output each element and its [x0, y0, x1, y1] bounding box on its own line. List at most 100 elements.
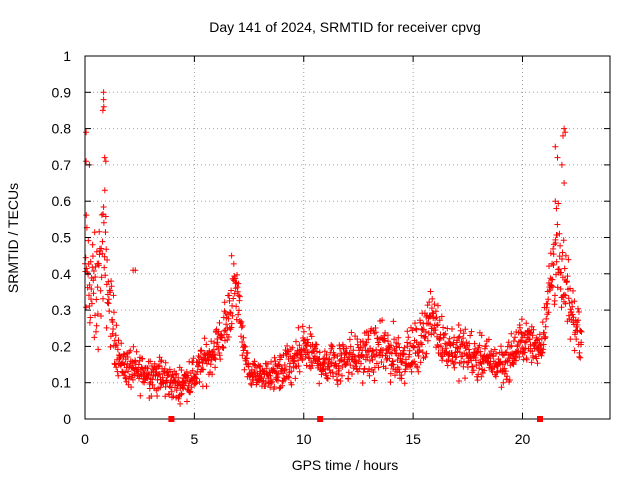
data-point — [257, 363, 264, 369]
data-point — [238, 318, 245, 325]
data-point — [438, 343, 444, 350]
data-point — [433, 314, 440, 321]
data-point — [460, 330, 467, 337]
data-point — [238, 324, 245, 331]
data-point — [462, 326, 469, 333]
data-point — [458, 359, 464, 366]
data-point — [477, 359, 484, 366]
data-point — [469, 363, 476, 370]
data-point — [220, 344, 227, 351]
data-point — [187, 388, 194, 395]
data-point — [230, 260, 237, 267]
data-point — [388, 342, 394, 349]
data-point — [492, 373, 499, 380]
data-point — [478, 373, 485, 380]
data-point — [173, 370, 180, 377]
data-point — [296, 368, 303, 375]
data-point — [406, 347, 413, 354]
data-point — [275, 361, 282, 368]
data-point — [498, 384, 505, 391]
data-point — [422, 354, 429, 360]
data-point — [562, 300, 569, 307]
data-point — [228, 320, 235, 327]
data-point — [504, 358, 511, 365]
data-point — [225, 334, 232, 340]
data-point — [89, 241, 96, 248]
data-point — [504, 373, 511, 380]
data-point — [514, 342, 521, 349]
data-point — [271, 354, 278, 361]
data-point — [236, 293, 243, 300]
data-point — [349, 371, 355, 377]
data-point — [476, 342, 483, 349]
data-point — [534, 336, 541, 343]
data-point — [558, 304, 565, 311]
data-point — [89, 253, 96, 260]
data-point — [365, 348, 372, 355]
data-point — [200, 366, 207, 373]
data-point — [106, 308, 113, 315]
data-point — [402, 366, 409, 373]
data-point — [516, 353, 523, 360]
data-point — [226, 297, 233, 304]
data-point — [409, 327, 416, 334]
data-point — [173, 387, 180, 394]
data-point — [475, 371, 482, 378]
data-point — [533, 355, 540, 362]
data-point — [109, 319, 116, 325]
data-point — [227, 309, 234, 316]
data-point — [493, 369, 500, 376]
data-point — [92, 312, 98, 319]
data-point — [391, 336, 398, 343]
data-point — [549, 283, 556, 290]
data-point — [309, 362, 316, 369]
data-point — [389, 358, 396, 365]
data-point — [229, 312, 236, 319]
data-point — [534, 360, 541, 367]
data-point — [541, 329, 548, 336]
data-point — [365, 332, 372, 339]
data-point — [168, 388, 175, 395]
data-point — [510, 361, 517, 368]
data-point — [569, 303, 576, 310]
data-point — [554, 221, 561, 228]
data-point — [558, 269, 565, 276]
data-point — [466, 350, 473, 356]
data-point — [416, 347, 423, 354]
data-point — [337, 378, 344, 384]
data-point — [554, 154, 561, 161]
y-tick-label: 0.8 — [52, 121, 72, 137]
data-point — [221, 328, 228, 334]
data-point — [544, 300, 551, 307]
data-point — [209, 371, 216, 378]
data-point — [557, 286, 564, 292]
data-point — [578, 328, 585, 335]
data-point — [263, 365, 270, 372]
data-point — [392, 372, 398, 379]
data-point — [284, 342, 291, 349]
data-point — [324, 375, 331, 382]
data-point — [578, 339, 585, 346]
data-point — [90, 290, 97, 297]
data-point — [415, 353, 422, 359]
data-point — [446, 335, 453, 342]
data-point — [560, 132, 566, 139]
data-point — [384, 332, 391, 339]
data-point — [575, 317, 582, 324]
data-point — [456, 378, 462, 384]
data-point — [381, 337, 388, 344]
data-point — [227, 310, 234, 317]
data-point — [239, 352, 246, 359]
data-point — [548, 282, 555, 289]
data-point — [414, 343, 421, 350]
data-point — [302, 346, 309, 353]
y-tick-label: 0.5 — [52, 230, 72, 246]
data-point — [370, 369, 377, 375]
data-point — [421, 335, 428, 341]
data-point — [506, 377, 513, 383]
data-point — [323, 351, 330, 358]
data-point — [375, 341, 382, 348]
data-point — [90, 277, 97, 284]
data-point — [518, 330, 525, 337]
data-point — [386, 355, 393, 362]
